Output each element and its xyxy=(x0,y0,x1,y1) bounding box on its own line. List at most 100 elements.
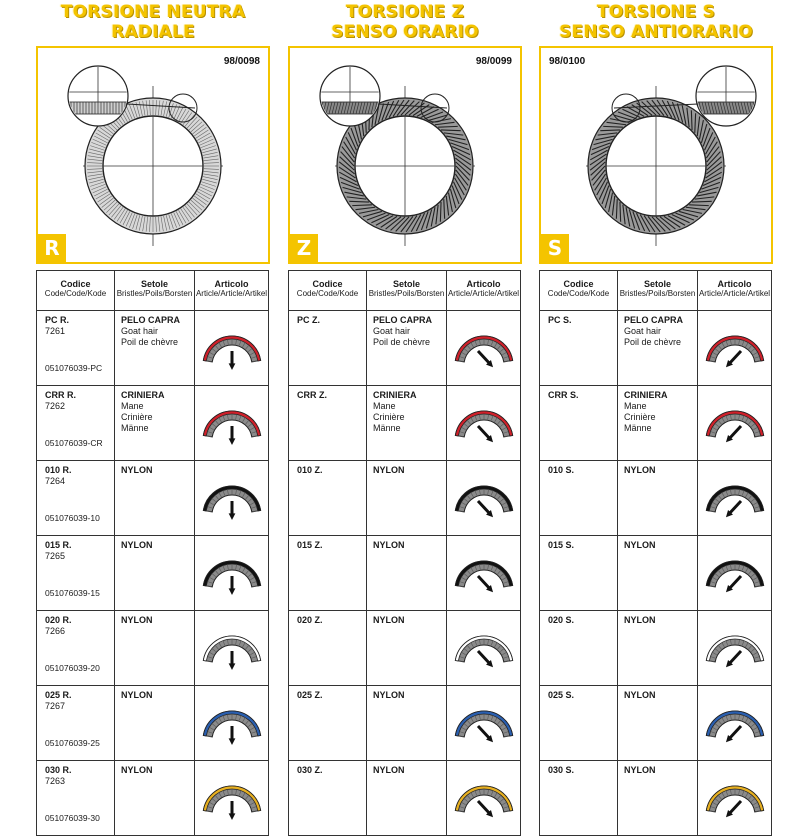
bristle-hatch xyxy=(748,570,753,575)
product-code: PC Z. xyxy=(297,315,321,325)
product-reference: 051076039-25 xyxy=(45,738,100,748)
rotation-arrow-icon xyxy=(476,724,494,743)
bristle-hatch xyxy=(227,414,229,420)
table-row: CRR S. CRINIERA Mane Crinière Männe xyxy=(539,385,772,461)
bristle-hatch xyxy=(474,790,478,796)
cell-setole: NYLON xyxy=(366,610,447,686)
brush-segment-icon xyxy=(705,635,765,668)
bristle-hatch xyxy=(250,352,255,356)
bristle-hatch xyxy=(479,489,481,495)
bristle-hatch xyxy=(214,570,219,575)
bristle-translation: Crinière xyxy=(121,412,153,422)
detail-marker xyxy=(611,93,641,123)
bristle-hatch xyxy=(502,727,507,731)
bristle-hatch xyxy=(218,342,222,348)
cell-setole: NYLON xyxy=(617,760,698,836)
bristle-hatch xyxy=(494,717,498,723)
brush-segment-icon xyxy=(705,485,765,518)
bristle-hatch xyxy=(748,645,753,650)
bristle-hatch xyxy=(755,360,761,363)
bristle-hatch xyxy=(710,731,716,734)
title-line-2: SENSO ORARIO xyxy=(331,22,479,42)
bristle-hatch xyxy=(251,581,257,584)
table-row: 010 R. 7264 051076039-10 NYLON xyxy=(36,460,269,536)
bristle-hatch xyxy=(248,348,253,352)
bristle-hatch xyxy=(461,652,466,656)
bristle-type: NYLON xyxy=(121,765,153,775)
bristle-hatch xyxy=(497,570,502,575)
bristle-type: NYLON xyxy=(373,615,405,625)
cell-code: 015 S. xyxy=(539,535,618,611)
bristle-hatch xyxy=(721,567,725,573)
brush-segment-icon xyxy=(705,335,765,368)
bristle-color-stripe xyxy=(705,710,765,737)
bristle-hatch xyxy=(751,348,756,352)
cell-setole: NYLON xyxy=(114,760,195,836)
brush-segment-icon xyxy=(454,485,514,518)
bristle-pattern xyxy=(87,100,219,232)
column-title: TORSIONE Z SENSO ORARIO xyxy=(288,0,522,46)
cell-code: PC R. 7261 051076039-PC xyxy=(36,310,115,386)
bristle-color-stripe xyxy=(202,335,262,362)
bristle-type: CRINIERA xyxy=(373,390,417,400)
bristle-hatch xyxy=(741,340,745,346)
bristle-translation: Poil de chèvre xyxy=(624,337,682,347)
bristle-hatch xyxy=(487,414,489,420)
cell-code: 030 S. xyxy=(539,760,618,836)
bristle-hatch xyxy=(251,356,257,359)
cell-articolo xyxy=(446,460,521,536)
bristle-hatch xyxy=(463,423,468,427)
rotation-arrow-icon xyxy=(228,726,236,745)
bristle-hatch xyxy=(245,495,250,500)
brush-segment-icon xyxy=(705,410,765,443)
bristle-hatch xyxy=(741,715,745,721)
bristle-hatch xyxy=(227,714,229,720)
rotation-arrow-icon xyxy=(725,799,743,818)
bristle-hatch xyxy=(753,577,758,581)
bristle-hatch xyxy=(490,415,494,421)
bristle-hatch xyxy=(717,420,722,425)
cell-articolo xyxy=(697,535,772,611)
bristle-color-stripe xyxy=(202,635,262,662)
bristle-hatch xyxy=(466,495,471,500)
bristle-hatch xyxy=(725,640,729,646)
brush-diagram xyxy=(319,65,475,246)
bristle-hatch xyxy=(730,564,732,570)
bristle-hatch xyxy=(248,498,253,502)
cell-code: CRR Z. xyxy=(288,385,367,461)
bristle-hatch xyxy=(751,423,756,427)
bristle-hatch xyxy=(751,573,756,577)
cell-code: PC Z. xyxy=(288,310,367,386)
bristle-hatch xyxy=(755,510,761,513)
cell-code: 020 S. xyxy=(539,610,618,686)
bristle-hatch xyxy=(500,573,505,577)
bristle-hatch xyxy=(490,640,494,646)
bristle-hatch xyxy=(479,714,481,720)
product-number: 7261 xyxy=(45,326,66,336)
bristle-hatch xyxy=(463,723,468,727)
product-reference: 051076039-CR xyxy=(45,438,103,448)
spec-table: Codice Code/Code/Kode Setole Bristles/Poil… xyxy=(288,270,521,836)
bristle-hatch xyxy=(500,648,505,652)
bristle-hatch xyxy=(714,723,719,727)
bristle-hatch xyxy=(712,577,717,581)
product-code: 025 Z. xyxy=(297,690,323,700)
bristle-hatch xyxy=(725,340,729,346)
bristle-type: NYLON xyxy=(121,615,153,625)
bristle-hatch xyxy=(459,581,465,584)
bristle-hatch xyxy=(242,567,246,573)
bristle-hatch xyxy=(497,795,502,800)
bristle-hatch xyxy=(206,360,212,363)
bristle-color-stripe xyxy=(705,335,765,362)
catalog-code: 98/0099 xyxy=(475,56,512,67)
cell-articolo xyxy=(194,535,269,611)
bristle-hatch xyxy=(227,564,229,570)
bristle-hatch xyxy=(235,714,237,720)
product-reference: 051076039-10 xyxy=(45,513,100,523)
brush-segment-icon xyxy=(705,785,765,818)
bristle-hatch xyxy=(487,789,489,795)
bristle-hatch xyxy=(503,356,509,359)
cell-articolo xyxy=(697,310,772,386)
bristle-translation: Crinière xyxy=(624,412,656,422)
brush-segment-icon xyxy=(202,485,262,520)
